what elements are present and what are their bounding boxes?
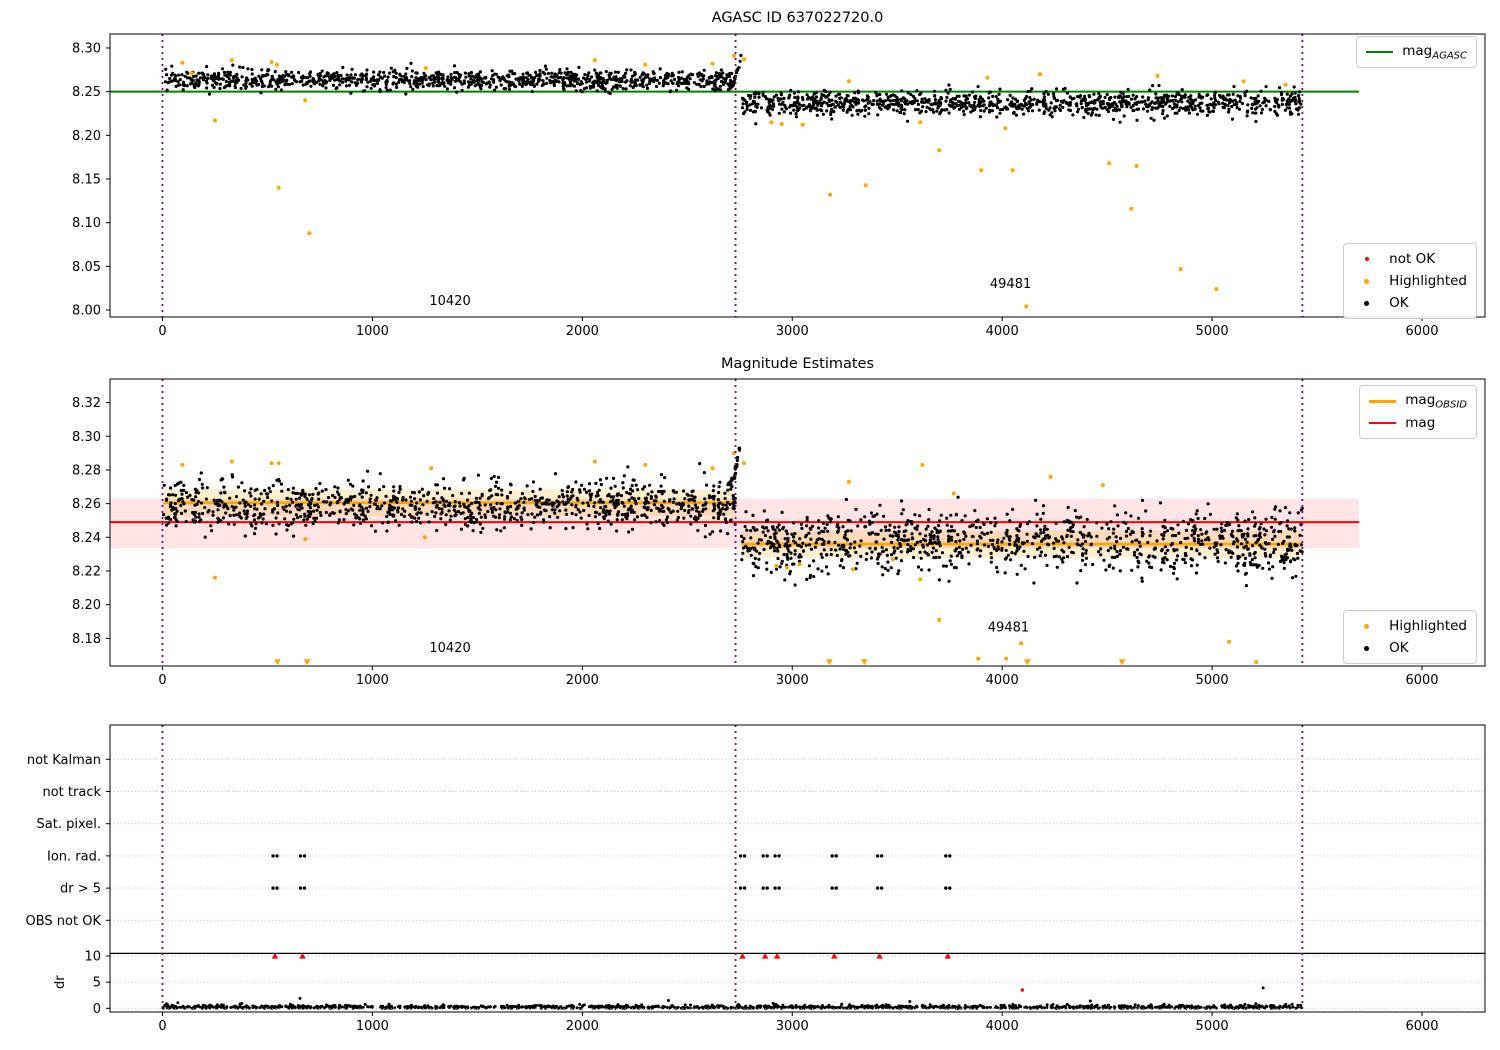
x-axis: 0 1000 2000 3000 4000 5000 6000: [158, 317, 1439, 339]
mag-legend-label: mag: [1405, 415, 1436, 431]
y-tick-label: 8.05: [72, 260, 101, 275]
ok-label: OK: [1389, 295, 1409, 311]
obsid-annotation: 10420: [429, 294, 470, 309]
x-tick-label: 0: [158, 1019, 166, 1034]
x-tick-label: 3000: [776, 673, 809, 688]
x-tick-label: 5000: [1196, 1019, 1229, 1034]
y-tick-label: 8.20: [72, 598, 101, 613]
agasc-legend-label: magAGASC: [1402, 42, 1467, 62]
obsid-separators: [161, 34, 1304, 317]
obsid-line-swatch: [1369, 399, 1397, 403]
dr-clipped-points: [271, 952, 1025, 992]
x-tick-label: 4000: [986, 1019, 1019, 1034]
x-tick-label: 1000: [356, 1019, 389, 1034]
x-tick-label: 4000: [986, 673, 1019, 688]
x-tick-label: 4000: [986, 324, 1019, 339]
x-tick-label: 2000: [566, 324, 599, 339]
plot1-title: AGASC ID 637022720.0: [711, 10, 884, 26]
y-tick-label: 8.20: [72, 129, 101, 144]
plot1-ref-legend: magAGASC: [1356, 36, 1477, 68]
ok-dot-icon: [1364, 300, 1370, 306]
plot3: [110, 952, 1485, 1010]
plot1-frame: [109, 33, 1486, 318]
agasc-line-swatch: [1366, 51, 1394, 53]
y-tick-label: 8.00: [72, 304, 101, 319]
x-tick-label: 6000: [1405, 324, 1438, 339]
plot2-frame: [109, 378, 1486, 667]
y-tick-label: 8.28: [72, 463, 101, 478]
ok-points: [163, 53, 1303, 126]
dr-points: [161, 986, 1303, 1010]
plot2: 10420 49481: [110, 446, 1360, 664]
dr-tick-label: 5: [93, 976, 101, 991]
ok-label: OK: [1389, 640, 1409, 656]
flag-row-label: Ion. rad.: [47, 849, 101, 864]
dr-axis-label: dr: [53, 975, 68, 989]
y-tick-label: 8.25: [72, 85, 101, 100]
plot1: 10420 49481: [110, 53, 1360, 309]
x-tick-label: 3000: [776, 324, 809, 339]
flag-row-label: not track: [42, 785, 101, 800]
x-tick-label: 5000: [1196, 324, 1229, 339]
x-tick-label: 1000: [356, 324, 389, 339]
x-tick-label: 2000: [566, 1019, 599, 1034]
x-tick-label: 6000: [1405, 673, 1438, 688]
y-tick-label: 8.24: [72, 531, 101, 546]
y-tick-label: 8.22: [72, 565, 101, 580]
y-axis: 8.18 8.20 8.22 8.24 8.26 8.28 8.30 8.32: [72, 396, 110, 647]
y-axis: 8.00 8.05 8.10 8.15 8.20 8.25 8.30: [72, 41, 110, 319]
y-tick-label: 8.18: [72, 632, 101, 647]
x-tick-label: 6000: [1405, 1019, 1438, 1034]
flag-row-label: dr > 5: [60, 882, 101, 897]
dr-tick-label: 10: [84, 950, 101, 965]
ok-dot-icon: [1364, 645, 1370, 651]
obsid-annotation: 49481: [990, 277, 1031, 292]
x-tick-label: 5000: [1196, 673, 1229, 688]
y-tick-label: 8.10: [72, 216, 101, 231]
plot1-status-legend: not OK Highlighted OK: [1343, 243, 1477, 319]
obsid-separators: [161, 725, 1304, 1012]
highlighted-dot-icon: [1364, 623, 1370, 629]
dr-tick-label: 0: [93, 1002, 101, 1017]
highlighted-label: Highlighted: [1389, 273, 1467, 289]
y-tick-label: 8.26: [72, 497, 101, 512]
flag-points: [271, 854, 952, 890]
highlighted-label: Highlighted: [1389, 618, 1467, 634]
obsid-annotation: 10420: [429, 641, 470, 656]
x-tick-label: 2000: [566, 673, 599, 688]
x-tick-label: 0: [158, 324, 166, 339]
y-tick-label: 8.30: [72, 41, 101, 56]
mag-line-swatch: [1369, 422, 1397, 424]
flag-row-label: not Kalman: [27, 753, 101, 768]
x-tick-label: 1000: [356, 673, 389, 688]
highlighted-dot-icon: [1364, 278, 1370, 284]
plot2-title: Magnitude Estimates: [720, 356, 875, 372]
not-ok-dot-icon: [1364, 257, 1369, 261]
clipped-markers: [274, 659, 1126, 666]
highlighted-points: [180, 451, 1259, 664]
not-ok-label: not OK: [1389, 251, 1436, 267]
y-tick-label: 8.32: [72, 396, 101, 411]
plot3-grid: [110, 758, 1485, 1009]
x-tick-label: 3000: [776, 1019, 809, 1034]
x-axis: 0 1000 2000 3000 4000 5000 6000: [158, 666, 1439, 688]
plot2-status-legend: Highlighted OK: [1343, 610, 1477, 664]
y-tick-label: 8.15: [72, 172, 101, 187]
flag-row-label: Sat. pixel.: [37, 817, 101, 832]
ok-points: [162, 446, 1304, 588]
obsid-legend-label: magOBSID: [1405, 391, 1467, 411]
highlighted-points: [180, 53, 1288, 309]
flag-row-label: OBS not OK: [26, 914, 102, 929]
obsid-annotation: 49481: [988, 621, 1029, 636]
x-tick-label: 0: [158, 673, 166, 688]
plot3-labels: not Kalman not track Sat. pixel. Ion. rad. d…: [26, 753, 110, 1017]
y-tick-label: 8.30: [72, 430, 101, 445]
plot2-lines-legend: magOBSID mag: [1359, 385, 1477, 439]
plot3-frame: [109, 724, 1486, 1013]
x-axis: 0 1000 2000 3000 4000 5000 6000: [158, 1012, 1439, 1034]
